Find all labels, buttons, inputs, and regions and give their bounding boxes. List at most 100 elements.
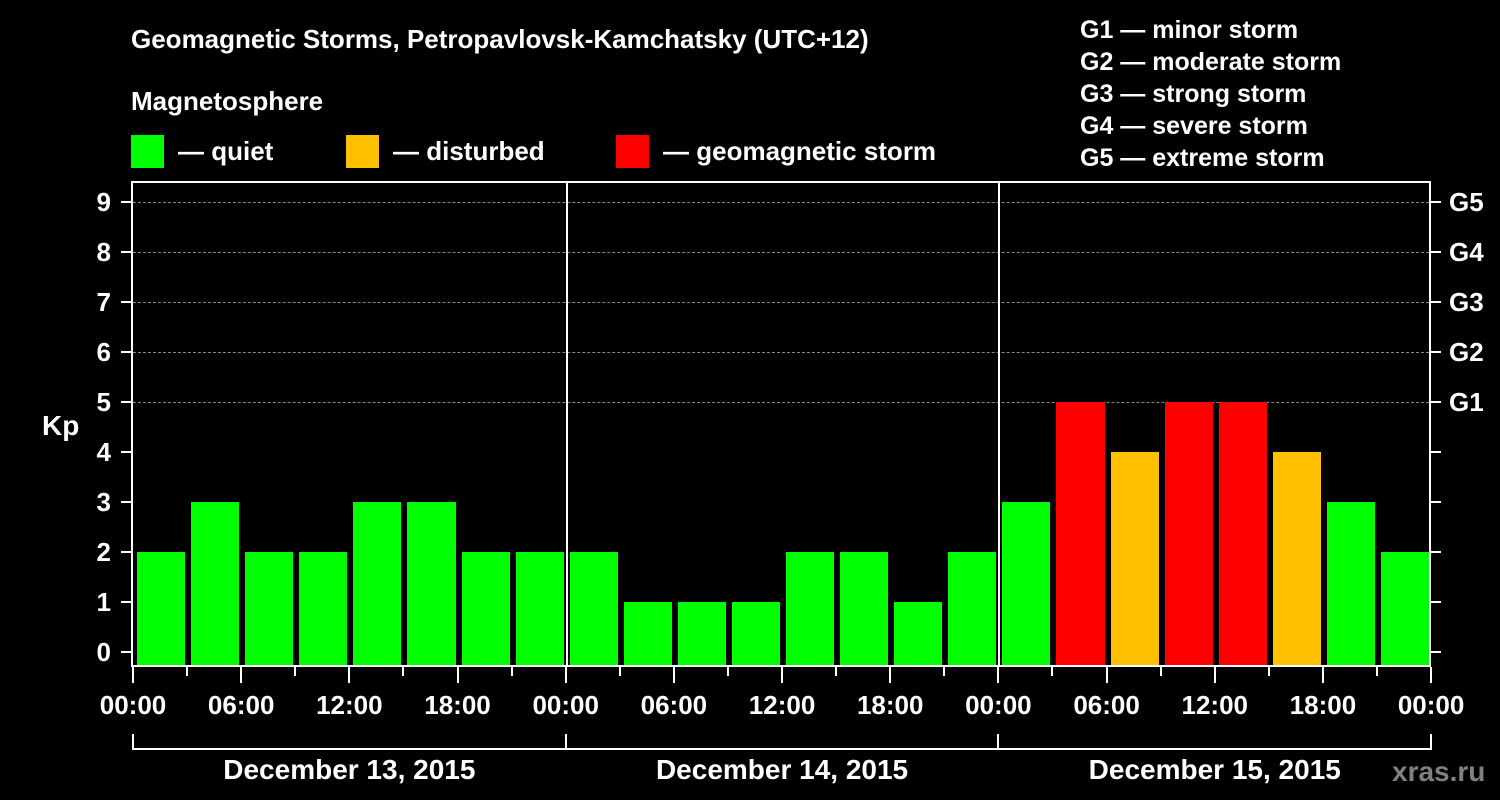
- day-label: December 13, 2015: [223, 754, 476, 785]
- y-tick: [121, 451, 131, 453]
- x-tick: [510, 667, 513, 676]
- x-tick-label: 12:00: [1181, 690, 1249, 720]
- kp-bar: [623, 602, 672, 665]
- right-y-tick: [1431, 251, 1441, 253]
- day-divider: [998, 183, 1001, 665]
- g-level-label: G4: [1449, 237, 1484, 267]
- y-tick: [121, 401, 131, 403]
- legend-disturbed-label: — disturbed: [393, 135, 545, 166]
- disturbed-swatch-icon: [346, 134, 379, 168]
- x-tick: [618, 667, 621, 676]
- x-tick: [1159, 667, 1162, 676]
- y-tick: [121, 651, 131, 653]
- day-bracket: [997, 734, 1433, 750]
- x-tick-label: 00:00: [99, 690, 167, 720]
- storm-swatch-icon: [616, 134, 649, 168]
- x-tick: [564, 667, 567, 683]
- x-tick: [1267, 667, 1270, 676]
- x-tick: [402, 667, 405, 676]
- kp-bar: [731, 602, 781, 665]
- x-tick-label: 00:00: [1397, 690, 1465, 720]
- gridline: [133, 202, 1429, 203]
- x-tick: [1321, 667, 1324, 683]
- y-axis-label: Kp: [42, 410, 80, 441]
- kp-bar: [1164, 402, 1213, 665]
- x-tick: [835, 667, 838, 676]
- kp-bar: [191, 502, 240, 665]
- day-label: December 14, 2015: [655, 754, 909, 785]
- watermark: xras.ru: [1392, 756, 1486, 787]
- y-tick: [121, 351, 131, 353]
- y-tick-label: 1: [96, 587, 111, 617]
- x-tick-label: 00:00: [965, 690, 1032, 720]
- chart-title: Geomagnetic Storms, Petropavlovsk-Kamcha…: [131, 24, 869, 54]
- quiet-swatch-icon: [131, 134, 164, 168]
- x-tick-label: 12:00: [316, 690, 383, 720]
- legend-disturbed: — disturbed: [346, 134, 545, 168]
- x-tick-label: 18:00: [1289, 690, 1357, 720]
- x-tick: [294, 667, 297, 676]
- x-tick: [456, 667, 459, 683]
- kp-bar: [1381, 552, 1430, 665]
- kp-bar: [1218, 402, 1267, 665]
- kp-bar: [245, 552, 294, 665]
- g1-description: G1 — minor storm: [1080, 16, 1299, 44]
- y-tick: [121, 601, 131, 603]
- legend-quiet: — quiet: [131, 134, 273, 168]
- y-tick-label: 9: [96, 187, 111, 217]
- legend-storm-label: — geomagnetic storm: [663, 135, 937, 166]
- x-tick-label: 18:00: [424, 690, 491, 720]
- x-tick: [240, 667, 243, 683]
- x-tick: [997, 667, 1000, 683]
- kp-bar: [948, 552, 997, 665]
- x-tick-label: 18:00: [856, 690, 924, 720]
- x-tick-label: 06:00: [640, 690, 708, 720]
- y-tick-label: 7: [96, 287, 111, 317]
- x-tick: [1105, 667, 1108, 683]
- y-tick-label: 2: [96, 537, 111, 567]
- x-tick-label: 12:00: [748, 690, 816, 720]
- right-y-tick: [1431, 551, 1441, 553]
- kp-bar: [569, 552, 618, 665]
- kp-bar: [840, 552, 889, 665]
- g-level-label: G1: [1449, 387, 1484, 417]
- kp-bar: [1002, 502, 1051, 665]
- g4-description: G4 — severe storm: [1080, 112, 1308, 140]
- x-tick: [348, 667, 351, 683]
- g-scale-legend: G1 — minor storm G2 — moderate storm G3 …: [1080, 14, 1341, 174]
- x-tick: [186, 667, 189, 676]
- gridline: [133, 402, 1429, 403]
- y-tick-label: 5: [96, 387, 111, 417]
- kp-bar: [1272, 452, 1321, 665]
- g3-description: G3 — strong storm: [1080, 80, 1307, 108]
- day-bracket: [564, 734, 1000, 750]
- gridline: [133, 252, 1429, 253]
- y-tick-label: 4: [96, 437, 111, 467]
- gridline: [133, 352, 1429, 353]
- kp-bar: [299, 552, 348, 665]
- legend-quiet-label: — quiet: [178, 135, 274, 166]
- y-tick-label: 8: [96, 237, 111, 267]
- kp-bar: [677, 602, 726, 665]
- right-y-tick: [1431, 651, 1441, 653]
- y-tick: [121, 301, 131, 303]
- x-tick: [1213, 667, 1216, 683]
- kp-bar: [1056, 402, 1105, 665]
- gridline: [133, 302, 1429, 303]
- x-tick-label: 06:00: [1073, 690, 1140, 720]
- g5-description: G5 — extreme storm: [1080, 144, 1325, 172]
- y-tick-label: 3: [96, 487, 111, 517]
- g-level-label: G3: [1449, 287, 1484, 317]
- g-level-label: G2: [1449, 337, 1484, 367]
- right-y-tick: [1431, 351, 1441, 353]
- right-y-tick: [1431, 201, 1441, 203]
- x-tick: [943, 667, 946, 676]
- day-divider: [565, 183, 568, 665]
- x-tick: [1051, 667, 1054, 676]
- x-tick-label: 00:00: [532, 690, 599, 720]
- x-tick-label: 06:00: [207, 690, 275, 720]
- kp-bar: [894, 602, 943, 665]
- right-y-tick: [1431, 401, 1441, 403]
- kp-bar: [786, 552, 835, 665]
- legend-title: Magnetosphere: [131, 86, 324, 116]
